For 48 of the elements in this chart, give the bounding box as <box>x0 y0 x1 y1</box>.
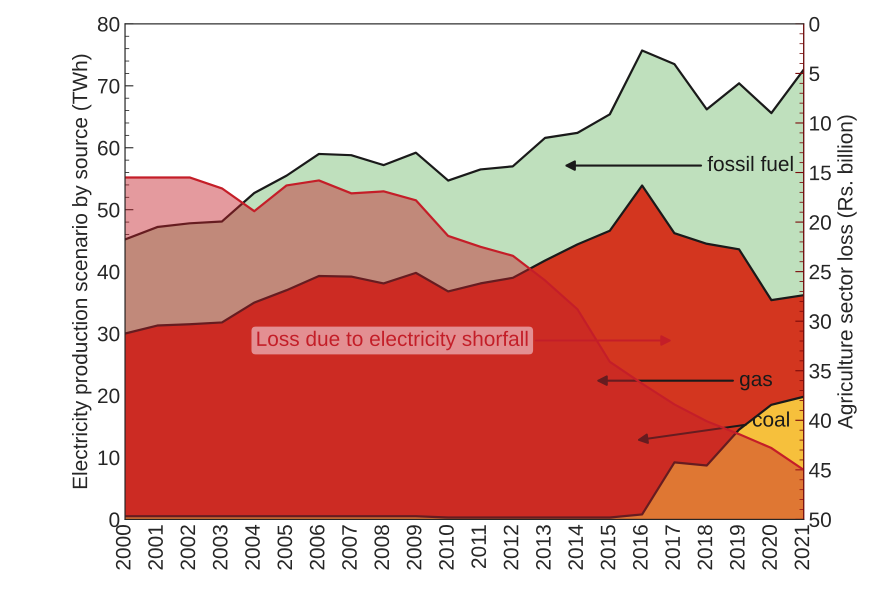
x-tick-label: 2011 <box>471 525 486 568</box>
x-tick-label: 2014 <box>568 524 584 570</box>
y2-tick-label: 10 <box>810 116 831 131</box>
x-tick-label: 2005 <box>277 525 292 570</box>
x-tick-label: 2021 <box>794 525 810 570</box>
y2-tick-label: 30 <box>809 314 831 329</box>
series-label: coal <box>752 411 789 427</box>
y-tick-label: 40 <box>97 264 120 280</box>
x-tick-label: 2001 <box>148 525 163 570</box>
x-tick-label: 2015 <box>600 525 616 570</box>
y-tick-label: 80 <box>98 16 120 32</box>
y2-axis-title: Agriculture sector loss (Rs. billion) <box>837 115 857 430</box>
x-tick-label: 2004 <box>245 524 260 570</box>
y-tick-label: 20 <box>98 388 120 404</box>
y2-tick-label: 15 <box>810 166 831 180</box>
y2-tick-label: 5 <box>809 66 820 82</box>
x-tick-label: 2000 <box>116 525 131 570</box>
y2-tick-label: 35 <box>809 364 831 378</box>
y-axis-title: Electricity production scenario by source (TWh) <box>72 54 92 488</box>
y2-tick-label: 45 <box>809 463 831 478</box>
x-tick-label: 2016 <box>632 525 648 570</box>
x-tick-label: 2020 <box>762 525 777 570</box>
x-tick-label: 2019 <box>730 525 745 570</box>
x-tick-label: 2009 <box>406 525 422 570</box>
x-tick-label: 2006 <box>310 525 325 570</box>
y2-tick-label: 50 <box>809 512 831 528</box>
y2-tick-label: 20 <box>810 215 831 230</box>
x-tick-label: 2012 <box>504 525 518 570</box>
y2-tick-label: 0 <box>809 16 820 32</box>
x-tick-label: 2002 <box>180 525 196 570</box>
y-tick-label: 50 <box>98 202 120 218</box>
x-tick-label: 2003 <box>212 525 228 570</box>
y-tick-label: 70 <box>98 78 120 94</box>
y-tick-label: 60 <box>98 140 120 156</box>
series-label: gas <box>740 374 772 390</box>
y-tick-label: 0 <box>109 512 120 528</box>
y-tick-label: 10 <box>98 450 120 466</box>
x-tick-label: 2018 <box>698 525 712 570</box>
text: Loss due to electricity shorfall <box>257 330 528 350</box>
y2-tick-label: 25 <box>810 264 831 280</box>
y-tick-label: 30 <box>98 326 120 342</box>
x-tick-label: 2008 <box>374 525 390 570</box>
x-tick-label: 2010 <box>439 525 454 570</box>
x-tick-label: 2007 <box>342 525 357 570</box>
x-tick-label: 2017 <box>665 525 680 570</box>
y2-tick-label: 40 <box>809 413 831 428</box>
series-label: fossil fuel <box>708 156 793 172</box>
x-tick-label: 2013 <box>536 525 551 570</box>
